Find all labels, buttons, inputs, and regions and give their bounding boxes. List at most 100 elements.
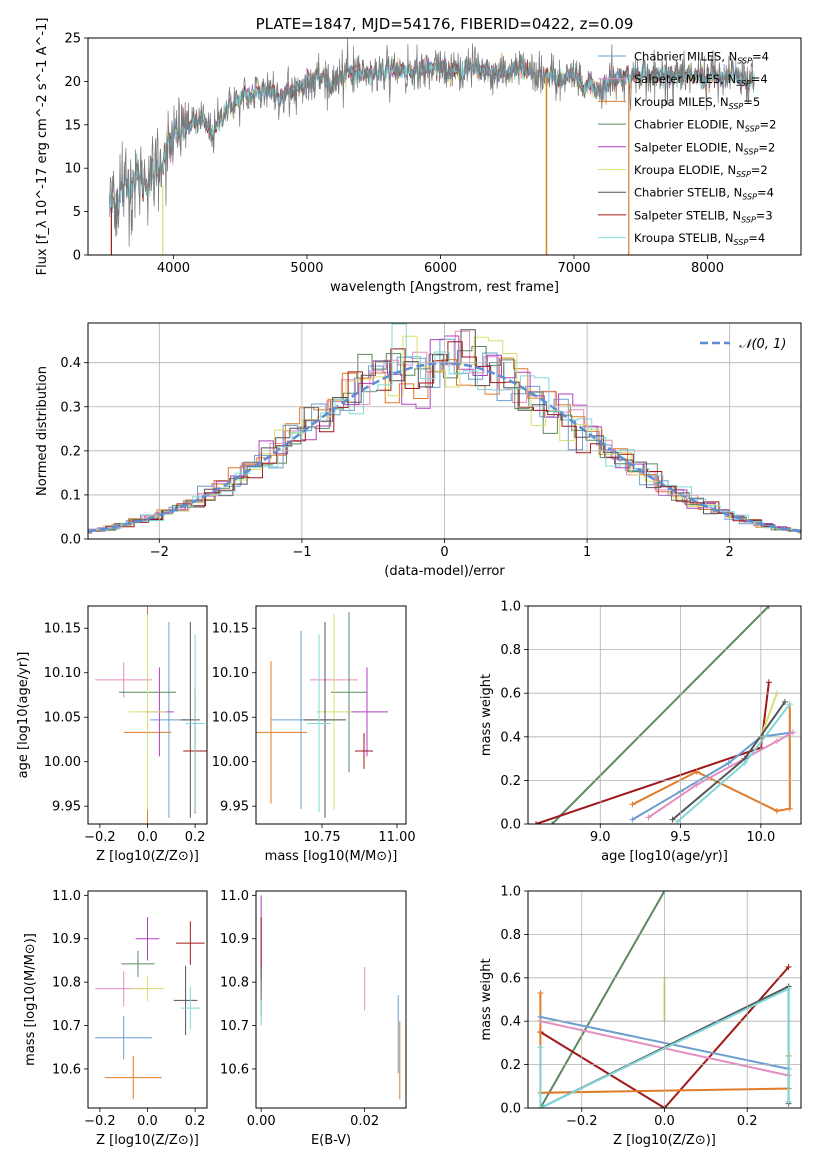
axes-frame <box>87 322 802 540</box>
x-tick-label: −0.2 <box>84 1114 116 1129</box>
axes-frame <box>255 605 407 825</box>
axes-frame <box>255 890 407 1109</box>
legend-item: Kroupa MILES, NSSP=5 <box>598 95 760 111</box>
legend-item: Kroupa ELODIE, NSSP=2 <box>598 163 768 179</box>
legend-label: Salpeter MILES, NSSP=4 <box>634 72 768 88</box>
y-tick-label: 0 <box>73 249 81 264</box>
x-tick-label: 0.0 <box>654 1114 675 1129</box>
x-axis-label: age [log10(age/yr)] <box>601 849 728 864</box>
y-axis-label: mass weight <box>479 958 494 1040</box>
y-tick-label: 10.10 <box>44 666 81 681</box>
legend-item: Salpeter ELODIE, NSSP=2 <box>598 140 775 156</box>
y-tick-label: 10 <box>64 162 81 177</box>
axes-frame <box>87 605 208 825</box>
legend-label: Kroupa STELIB, NSSP=4 <box>634 231 765 247</box>
x-axis-label: wavelength [Angstrom, rest frame] <box>330 280 559 295</box>
panel-mass_vs_age: 10.75 11.00 9.95 10.00 10.05 10.10 10.15 mass [… <box>212 605 416 864</box>
x-tick-label: 0.2 <box>185 1114 206 1129</box>
y-tick-label: 10.8 <box>52 976 81 991</box>
histogram-series <box>88 341 801 534</box>
weight-line <box>759 692 778 738</box>
panel-spectrum: 4000 5000 6000 7000 8000 0 5 10 15 20 25 wavelength… <box>35 15 802 295</box>
y-tick-label: 10.00 <box>44 755 81 770</box>
x-tick-label: −0.2 <box>566 1114 598 1129</box>
data-point <box>307 634 331 813</box>
y-tick-label: 10.6 <box>52 1062 81 1077</box>
y-tick-label: 0.2 <box>60 444 81 459</box>
data-point <box>304 622 346 818</box>
y-tick-label: 0.2 <box>500 774 521 789</box>
data-point <box>185 634 205 813</box>
x-tick-label: −2 <box>150 545 169 560</box>
legend-item: Salpeter STELIB, NSSP=3 <box>598 208 773 224</box>
histogram-series <box>88 329 801 533</box>
x-axis-label: Z [log10(Z/Z⊙)] <box>613 1133 716 1148</box>
panel-z_weights: −0.2 0.0 0.2 0.0 0.2 0.4 0.6 0.8 1.0 Z [log10(Z/Z… <box>479 885 802 1148</box>
axes-frame <box>527 605 802 825</box>
y-tick-label: 0.4 <box>500 1015 521 1030</box>
plot-area <box>533 606 796 824</box>
panel-residuals: −2 −1 0 1 2 0.0 0.1 0.2 0.3 0.4 (data-model)/error… <box>35 322 802 579</box>
legend-item: 𝒩(0, 1) <box>700 337 786 352</box>
y-tick-label: 0.6 <box>500 971 521 986</box>
panel-age_weights: 9.0 9.5 10.0 0.0 0.2 0.4 0.6 0.8 1.0 age [log10(a… <box>479 600 802 864</box>
plot-area <box>109 38 755 255</box>
legend-item: Kroupa STELIB, NSSP=4 <box>598 231 765 247</box>
y-tick-label: 0.4 <box>500 730 521 745</box>
legend-item: Chabrier ELODIE, NSSP=2 <box>598 118 776 134</box>
axes-frame <box>87 890 208 1109</box>
legend-label: Chabrier STELIB, NSSP=4 <box>634 186 774 202</box>
chart-title: PLATE=1847, MJD=54176, FIBERID=0422, z=0… <box>256 15 634 33</box>
x-tick-label: 7000 <box>557 261 590 276</box>
x-tick-label: 0.0 <box>137 1114 158 1129</box>
y-axis-label: Normed distribution <box>35 366 50 496</box>
x-tick-label: 0.2 <box>185 830 206 845</box>
x-tick-label: 9.5 <box>670 830 691 845</box>
x-axis-label: mass [log10(M/M⊙)] <box>265 849 398 864</box>
data-point <box>135 917 160 961</box>
y-tick-label: 0.0 <box>60 533 81 548</box>
y-tick-label: 10.9 <box>52 932 81 947</box>
y-tick-label: 9.95 <box>220 800 249 815</box>
axes-frame <box>87 37 802 256</box>
x-tick-label: −1 <box>292 545 311 560</box>
legend-label: Kroupa ELODIE, NSSP=2 <box>634 163 768 179</box>
y-tick-label: 9.95 <box>52 800 81 815</box>
y-tick-label: 10.15 <box>212 622 249 637</box>
x-tick-label: −0.2 <box>84 830 116 845</box>
y-tick-label: 10.15 <box>44 622 81 637</box>
y-tick-label: 10.7 <box>220 1019 249 1034</box>
y-tick-label: 10.7 <box>52 1019 81 1034</box>
y-tick-label: 20 <box>64 75 81 90</box>
y-tick-label: 15 <box>64 118 81 133</box>
data-point <box>180 986 200 1030</box>
y-tick-label: 0.0 <box>500 1102 521 1117</box>
y-axis-label: age [log10(age/yr)] <box>16 652 31 779</box>
data-point <box>176 921 205 965</box>
x-tick-label: 0.2 <box>737 1114 758 1129</box>
x-tick-label: 0.0 <box>137 830 158 845</box>
legend-item: Chabrier MILES, NSSP=4 <box>598 50 769 66</box>
data-point <box>95 1015 153 1060</box>
legend-label: Kroupa MILES, NSSP=5 <box>634 95 760 111</box>
y-tick-label: 0.3 <box>60 400 81 415</box>
data-point <box>256 661 307 804</box>
x-tick-label: 4000 <box>157 261 190 276</box>
y-tick-label: 10.05 <box>212 711 249 726</box>
x-axis-label: (data-model)/error <box>384 564 505 579</box>
legend-label: Salpeter ELODIE, NSSP=2 <box>634 140 775 156</box>
y-tick-label: 1.0 <box>500 885 521 900</box>
panel-ebv_vs_mass: 0.00 0.02 10.6 10.7 10.8 10.9 11.0 E(B-V) <box>220 889 407 1148</box>
y-tick-label: 25 <box>64 32 81 47</box>
y-tick-label: 10.10 <box>212 666 249 681</box>
x-tick-label: 5000 <box>290 261 323 276</box>
weight-line <box>551 606 770 824</box>
data-point <box>130 975 165 1002</box>
x-tick-label: 11.00 <box>378 830 415 845</box>
plot-area <box>95 917 205 1100</box>
y-tick-label: 10.9 <box>220 932 249 947</box>
x-tick-label: 6000 <box>424 261 457 276</box>
x-tick-label: 10.75 <box>303 830 340 845</box>
